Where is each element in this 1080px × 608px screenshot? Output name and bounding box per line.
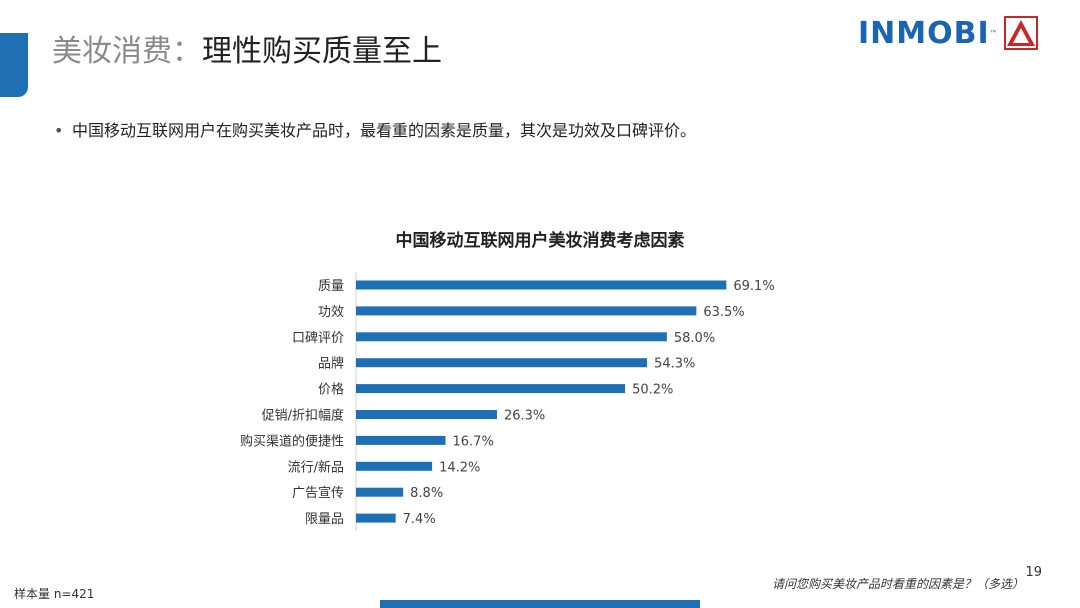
category-label: 广告宣传 [292, 485, 344, 501]
value-label: 16.7% [453, 434, 494, 449]
category-label: 促销/折扣幅度 [262, 408, 344, 424]
summary-bullet: • 中国移动互联网用户在购买美妆产品时，最看重的因素是质量，其次是功效及口碑评价。 [54, 117, 696, 141]
value-label: 8.8% [410, 486, 443, 501]
chart-title: 中国移动互联网用户美妆消费考虑因素 [395, 231, 685, 251]
question-note: 请问您购买美妆产品时看重的因素是？（多选） [772, 577, 1025, 591]
bar [356, 461, 433, 471]
category-label: 功效 [318, 305, 344, 320]
logo-trademark: ™ [989, 28, 998, 38]
logo-mark-icon [1003, 16, 1038, 50]
category-label: 限量品 [305, 512, 344, 527]
inmobi-logo: INMOBI ™ [858, 14, 1038, 52]
category-label: 品牌 [318, 356, 344, 372]
value-label: 7.4% [403, 512, 436, 527]
slide-title-prefix: 美妆消费： [52, 34, 202, 69]
bar [356, 280, 727, 290]
bar [356, 358, 648, 368]
value-label: 63.5% [703, 305, 744, 320]
bar [356, 306, 697, 316]
slide-title: 美妆消费：理性购买质量至上 [52, 30, 442, 74]
title-accent-bar [0, 33, 28, 97]
category-label: 购买渠道的便捷性 [240, 433, 344, 449]
slide-title-main: 理性购买质量至上 [202, 34, 442, 69]
sample-size-note: 样本量 n=421 [14, 587, 95, 601]
bar [356, 410, 497, 419]
bullet-dot-icon: • [54, 121, 64, 140]
bar [356, 332, 667, 342]
category-label: 口碑评价 [292, 330, 344, 346]
bar [356, 513, 396, 523]
bar [356, 487, 404, 497]
bar [356, 435, 446, 445]
category-label: 价格 [318, 382, 344, 398]
page-number: 19 [1025, 565, 1042, 580]
value-label: 50.2% [632, 383, 673, 398]
bottom-accent-strip [380, 600, 700, 608]
value-label: 69.1% [733, 279, 774, 294]
summary-text: 中国移动互联网用户在购买美妆产品时，最看重的因素是质量，其次是功效及口碑评价。 [72, 121, 697, 140]
logo-text: INMOBI [858, 15, 990, 51]
category-label: 质量 [318, 279, 344, 294]
value-label: 26.3% [504, 409, 545, 424]
value-label: 58.0% [674, 331, 715, 346]
value-label: 54.3% [654, 357, 695, 372]
value-label: 14.2% [439, 460, 480, 475]
bar [356, 384, 626, 394]
category-label: 流行/新品 [288, 459, 344, 475]
